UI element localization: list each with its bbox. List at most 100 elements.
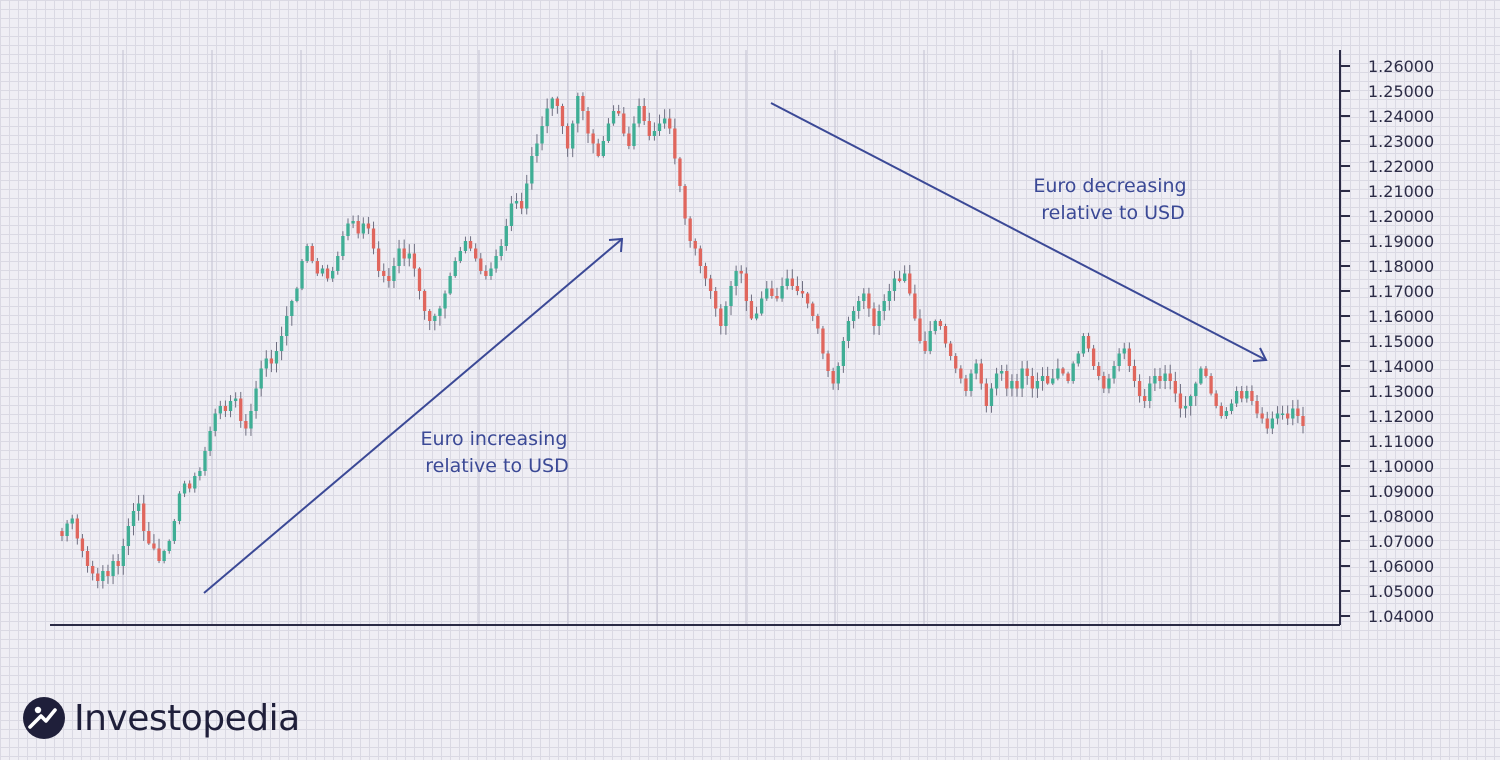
candlestick <box>1005 364 1009 397</box>
candlestick <box>366 216 371 235</box>
candlestick <box>494 249 498 273</box>
candlestick <box>356 215 360 239</box>
candle-body-down <box>90 566 95 574</box>
candlestick <box>969 369 973 397</box>
candlestick <box>795 276 800 296</box>
candlestick <box>182 480 187 498</box>
candlestick <box>331 266 335 282</box>
candle-body-up <box>902 273 907 281</box>
candle-body-down <box>591 133 595 144</box>
y-tick-label: 1.21000 <box>1368 182 1434 201</box>
candle-body-up <box>458 251 463 261</box>
candlestick <box>943 323 948 348</box>
candle-body-up <box>177 493 182 521</box>
candle-body-up <box>228 401 233 411</box>
candle-body-down <box>356 221 360 234</box>
candlestick <box>1117 348 1121 372</box>
candlestick <box>617 104 621 117</box>
candle-body-up <box>274 351 279 364</box>
candlestick <box>780 277 784 302</box>
candle-body-down <box>693 241 697 249</box>
candlestick <box>918 309 922 344</box>
candle-body-up <box>724 306 728 326</box>
candlestick <box>468 236 473 252</box>
candlestick <box>1045 366 1050 385</box>
candle-body-down <box>703 266 708 279</box>
candlestick <box>1301 406 1305 434</box>
candlestick <box>208 426 212 457</box>
candle-body-up <box>928 331 932 351</box>
candle-body-down <box>1102 376 1106 389</box>
candlestick <box>1270 411 1275 435</box>
candlestick <box>106 564 110 584</box>
y-tick-label: 1.08000 <box>1368 507 1434 526</box>
candlestick <box>826 350 830 377</box>
candle-body-down <box>428 311 432 321</box>
candlestick <box>1097 362 1101 381</box>
candle-body-down <box>596 143 600 156</box>
candle-body-down <box>872 308 876 326</box>
candle-body-up <box>300 261 304 289</box>
candle-body-down <box>959 368 963 379</box>
candle-body-up <box>193 476 197 489</box>
candle-body-up <box>509 203 514 226</box>
candle-body-up <box>264 358 268 369</box>
candlestick <box>336 251 340 275</box>
candlestick <box>1280 405 1285 420</box>
candlestick <box>657 114 662 136</box>
candlestick <box>652 122 657 141</box>
candlestick <box>1291 400 1295 426</box>
candlestick <box>1000 364 1004 381</box>
candle-body-down <box>382 271 386 276</box>
investopedia-logo-icon <box>23 697 65 739</box>
candlestick <box>96 567 100 589</box>
candle-body-down <box>85 551 90 566</box>
candle-body-down <box>1250 391 1254 401</box>
candle-body-down <box>1025 368 1029 376</box>
candle-body-down <box>1030 376 1034 389</box>
candle-body-down <box>269 358 274 364</box>
y-tick-label: 1.23000 <box>1368 132 1434 151</box>
candlestick <box>673 118 677 165</box>
candlestick <box>1219 402 1223 419</box>
candlestick <box>688 216 692 248</box>
candlestick <box>453 257 457 278</box>
candlestick <box>841 337 846 373</box>
candle-body-up <box>652 131 657 136</box>
candle-body-up <box>249 411 253 429</box>
candle-body-down <box>468 241 473 249</box>
candlestick <box>576 92 580 133</box>
candlestick <box>923 331 927 354</box>
candle-body-down <box>96 573 100 581</box>
candle-body-up <box>1076 353 1080 364</box>
candle-body-up <box>887 291 891 301</box>
candle-body-up <box>1122 348 1126 354</box>
candle-body-up <box>1275 413 1280 419</box>
candle-body-up <box>530 156 534 184</box>
y-tick-label: 1.16000 <box>1368 307 1434 326</box>
candlestick <box>448 272 452 296</box>
candlestick <box>821 325 825 360</box>
candle-body-down <box>1204 368 1208 376</box>
candle-body-up <box>351 221 355 224</box>
candle-body-up <box>1224 411 1229 416</box>
candle-body-down <box>1066 373 1070 381</box>
candlestick <box>1112 361 1116 384</box>
candle-body-up <box>882 301 886 311</box>
candlestick <box>831 367 835 390</box>
candle-body-down <box>938 321 943 326</box>
candlestick <box>836 362 840 391</box>
candlestick <box>397 239 401 274</box>
candle-body-down <box>867 293 871 309</box>
candle-body-up <box>989 388 994 406</box>
candlestick <box>60 527 64 542</box>
candle-body-up <box>759 298 764 314</box>
candle-body-up <box>892 278 897 291</box>
candlestick <box>279 326 284 361</box>
candlestick <box>177 491 182 525</box>
candlestick <box>320 265 325 277</box>
candle-body-down <box>157 548 161 561</box>
candlestick <box>959 365 963 384</box>
candle-body-down <box>908 273 912 294</box>
candlestick <box>729 280 733 316</box>
